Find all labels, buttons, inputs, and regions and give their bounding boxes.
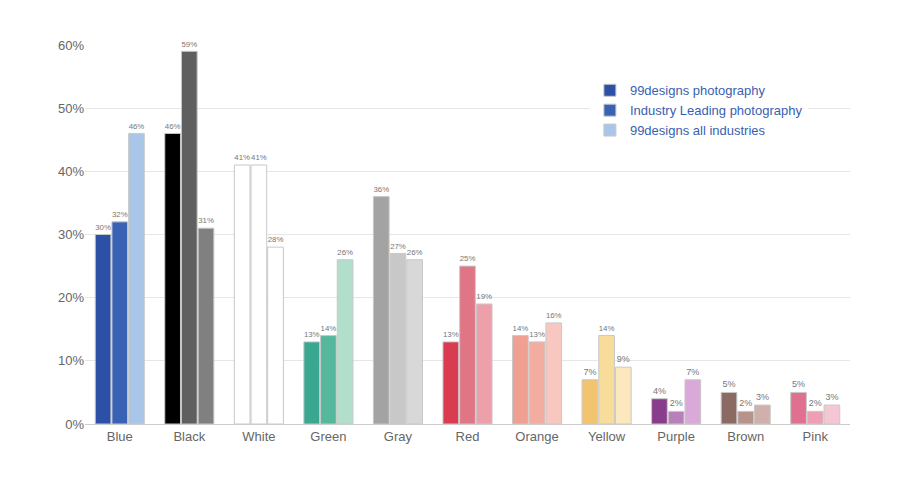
svg-text:30%: 30%: [95, 223, 111, 232]
svg-text:32%: 32%: [112, 210, 128, 219]
svg-text:White: White: [242, 429, 275, 444]
svg-text:36%: 36%: [373, 185, 389, 194]
svg-text:14%: 14%: [599, 324, 615, 333]
svg-text:Orange: Orange: [515, 429, 558, 444]
svg-text:5%: 5%: [792, 379, 805, 389]
svg-text:99designs all industries: 99designs all industries: [630, 123, 766, 138]
svg-text:2%: 2%: [809, 398, 822, 408]
svg-text:13%: 13%: [304, 330, 320, 339]
svg-text:13%: 13%: [529, 330, 545, 339]
svg-text:19%: 19%: [476, 292, 492, 301]
svg-text:59%: 59%: [181, 40, 197, 49]
svg-text:14%: 14%: [321, 324, 337, 333]
svg-text:60%: 60%: [58, 38, 84, 53]
svg-text:99designs photography: 99designs photography: [630, 83, 766, 98]
svg-text:Industry Leading photography: Industry Leading photography: [630, 103, 803, 118]
svg-text:Pink: Pink: [803, 429, 829, 444]
svg-text:26%: 26%: [337, 248, 353, 257]
svg-text:0%: 0%: [65, 417, 84, 432]
svg-text:Brown: Brown: [727, 429, 764, 444]
svg-text:13%: 13%: [443, 330, 459, 339]
svg-text:41%: 41%: [251, 153, 267, 162]
svg-text:7%: 7%: [583, 367, 596, 377]
svg-text:10%: 10%: [58, 353, 84, 368]
svg-text:28%: 28%: [268, 235, 284, 244]
svg-text:Yellow: Yellow: [588, 429, 626, 444]
svg-text:3%: 3%: [825, 392, 838, 402]
svg-text:2%: 2%: [739, 398, 752, 408]
svg-text:25%: 25%: [460, 254, 476, 263]
svg-text:20%: 20%: [58, 290, 84, 305]
svg-text:50%: 50%: [58, 101, 84, 116]
svg-text:Green: Green: [310, 429, 346, 444]
svg-text:Black: Black: [173, 429, 205, 444]
svg-text:3%: 3%: [756, 392, 769, 402]
svg-text:9%: 9%: [617, 354, 630, 364]
svg-text:31%: 31%: [198, 216, 214, 225]
svg-text:26%: 26%: [407, 248, 423, 257]
svg-text:46%: 46%: [129, 122, 145, 131]
svg-text:5%: 5%: [722, 379, 735, 389]
svg-text:30%: 30%: [58, 227, 84, 242]
svg-text:46%: 46%: [165, 122, 181, 131]
svg-text:Purple: Purple: [657, 429, 695, 444]
svg-text:Gray: Gray: [384, 429, 413, 444]
svg-text:16%: 16%: [546, 311, 562, 320]
svg-text:7%: 7%: [686, 367, 699, 377]
svg-text:Blue: Blue: [107, 429, 133, 444]
svg-text:40%: 40%: [58, 164, 84, 179]
svg-text:41%: 41%: [234, 153, 250, 162]
svg-text:27%: 27%: [390, 242, 406, 251]
svg-text:2%: 2%: [670, 398, 683, 408]
svg-text:Red: Red: [456, 429, 480, 444]
svg-text:4%: 4%: [653, 386, 666, 396]
svg-text:14%: 14%: [513, 324, 529, 333]
